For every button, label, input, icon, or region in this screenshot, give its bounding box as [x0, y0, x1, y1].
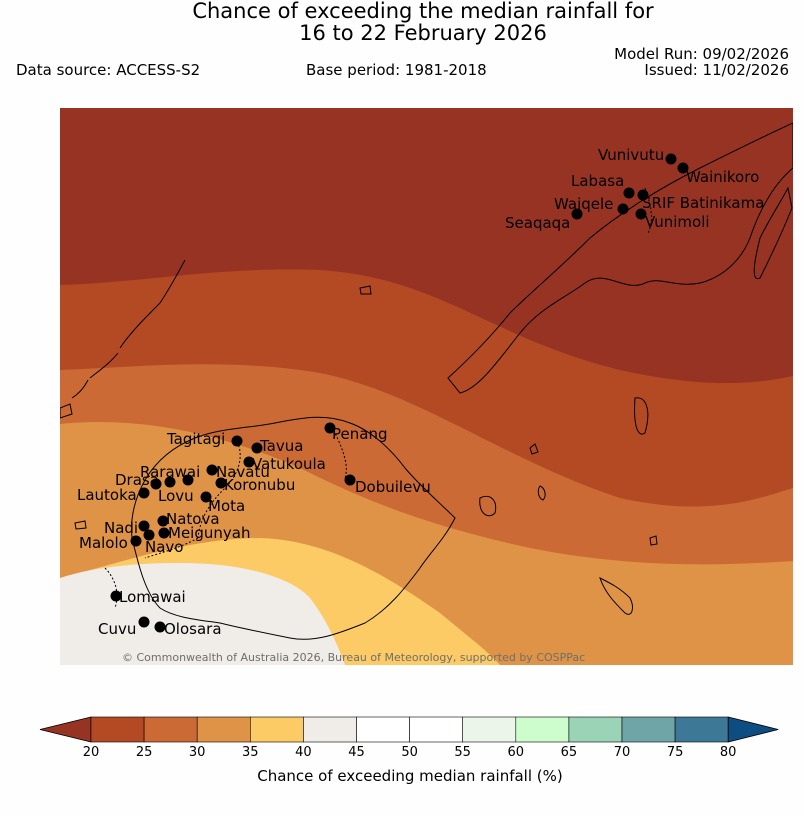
colorbar-tick-label: 20 [82, 745, 100, 760]
station-marker [215, 477, 227, 489]
station-marker [637, 189, 649, 201]
station-label: Labasa [571, 172, 624, 190]
station-label: Vunivutu [598, 146, 664, 164]
station-label: Nadi [104, 519, 138, 537]
colorbar-segment [621, 716, 676, 743]
station-marker [324, 422, 336, 434]
map-title-line2: 16 to 22 February 2026 [299, 21, 547, 45]
coastlines [60, 122, 793, 640]
colorbar-segment [356, 716, 410, 743]
map-title-line1: Chance of exceeding the median rainfall … [192, 0, 654, 23]
station-label: Rarawai [140, 463, 200, 481]
station-label: Tavua [259, 437, 303, 455]
station-marker [571, 208, 583, 220]
station-marker [158, 527, 170, 539]
rainfall-map: Vunivutu Wainikoro Labasa SRIF Batinikama Wa… [60, 108, 793, 665]
station-label: Drasa [115, 471, 159, 489]
station-marker [251, 442, 263, 454]
station-marker [130, 535, 142, 547]
station-markers: Vunivutu Wainikoro Labasa SRIF Batinikama Wa… [77, 146, 764, 638]
station-marker [231, 435, 243, 447]
station-label: Seaqaqa [505, 214, 570, 232]
station-label: Navatu [216, 463, 270, 481]
station-marker [344, 474, 356, 486]
station-label: Waiqele [554, 195, 613, 213]
station-marker [157, 515, 169, 527]
station-label: Wainikoro [686, 168, 759, 186]
taveuni-coast [753, 186, 793, 280]
station-label: Olosara [164, 620, 222, 638]
data-source: Data source: ACCESS-S2 [16, 61, 201, 79]
colorbar-over-arrow [727, 716, 779, 743]
station-marker [677, 162, 689, 174]
colorbar-segment [409, 716, 464, 743]
colorbar-tick-label: 60 [507, 745, 525, 760]
station-marker [200, 491, 212, 503]
colorbar [38, 712, 782, 748]
copyright-notice: © Commonwealth of Australia 2026, Bureau… [122, 651, 585, 664]
station-label: Vatukoula [252, 455, 326, 473]
colorbar-tick-label: 45 [348, 745, 365, 760]
station-marker [150, 478, 162, 490]
station-label: Malolo [79, 534, 128, 552]
station-label: Vunimoli [645, 213, 710, 231]
station-marker [154, 621, 166, 633]
station-marker [164, 476, 176, 488]
station-label: Koronubu [224, 476, 295, 494]
colorbar-segment [515, 716, 570, 743]
station-marker [138, 487, 150, 499]
station-marker [243, 456, 255, 468]
issued-date: Issued: 11/02/2026 [644, 61, 789, 79]
station-marker [635, 208, 647, 220]
kadavu-coast [599, 577, 633, 615]
station-label: Mota [208, 497, 245, 515]
vanua-levu-coast [447, 122, 793, 394]
station-label: Lomawai [119, 588, 186, 606]
station-marker [143, 529, 155, 541]
colorbar-under-arrow [39, 716, 92, 743]
station-label: Natova [166, 510, 220, 528]
station-label: Cuvu [98, 620, 136, 638]
colorbar-tick-label: 40 [295, 745, 312, 760]
colorbar-tick-label: 75 [666, 745, 684, 760]
colorbar-tick-label: 35 [242, 745, 259, 760]
colorbar-segment [250, 716, 304, 743]
station-label: Dobuilevu [355, 478, 431, 496]
colorbar-segment [568, 716, 623, 743]
model-run: Model Run: 09/02/2026 [614, 45, 789, 63]
colorbar-tick-label: 50 [401, 745, 418, 760]
colorbar-tick-label: 55 [454, 745, 471, 760]
station-label: Lautoka [77, 486, 137, 504]
station-marker [182, 474, 194, 486]
colorbar-segment [143, 716, 198, 743]
colorbar-segment [303, 716, 357, 743]
station-marker [617, 203, 629, 215]
station-label: Tagitagi [166, 430, 225, 448]
colorbar-segment [674, 716, 729, 743]
station-label: Penang [332, 425, 387, 443]
colorbar-tick-label: 70 [613, 745, 631, 760]
colorbar-tick-label: 25 [135, 745, 153, 760]
colorbar-segment [462, 716, 517, 743]
colorbar-tick-label: 30 [188, 745, 206, 760]
station-marker [623, 187, 635, 199]
station-label: Lovu [158, 487, 194, 505]
colorbar-label: Chance of exceeding median rainfall (%) [257, 767, 563, 785]
station-marker [206, 464, 218, 476]
colorbar-tick-label: 80 [719, 745, 737, 760]
colorbar-tick-label: 65 [560, 745, 578, 760]
colorbar-segment [90, 716, 145, 743]
station-marker [138, 616, 150, 628]
station-marker [110, 590, 122, 602]
station-marker [138, 520, 150, 532]
base-period: Base period: 1981-2018 [306, 61, 487, 79]
colorbar-segment [196, 716, 251, 743]
band-40-45 [60, 563, 345, 665]
viti-levu-coast [131, 416, 456, 640]
station-label: Navo [145, 538, 183, 556]
station-label: Meigunyah [168, 524, 250, 542]
station-label: SRIF Batinikama [642, 194, 764, 212]
station-marker [665, 153, 677, 165]
